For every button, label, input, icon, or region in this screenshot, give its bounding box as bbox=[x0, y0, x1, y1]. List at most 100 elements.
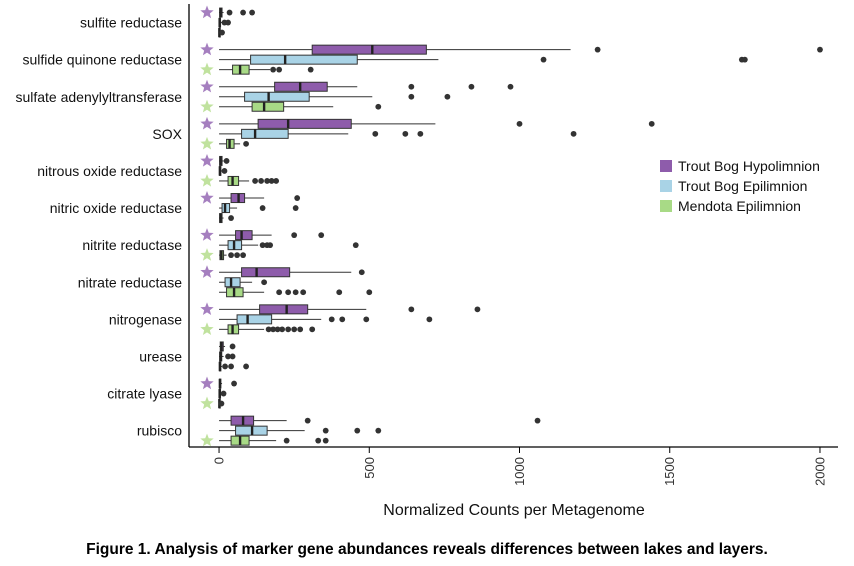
category-label: nitric oxide reductase bbox=[50, 200, 183, 216]
star-icon bbox=[200, 99, 214, 113]
outlier-point bbox=[259, 242, 266, 249]
outlier-point bbox=[240, 252, 246, 259]
outlier-point bbox=[228, 252, 234, 259]
box-2 bbox=[218, 398, 225, 409]
outlier-point bbox=[408, 306, 415, 313]
outlier-point bbox=[292, 205, 299, 211]
box-iqr bbox=[241, 267, 291, 278]
outlier-point bbox=[219, 29, 225, 36]
box-1 bbox=[219, 203, 299, 214]
star-icon bbox=[200, 248, 214, 261]
box-iqr bbox=[224, 277, 241, 288]
outlier-point bbox=[375, 427, 382, 434]
category-label: nitrite reductase bbox=[82, 237, 182, 253]
box-0 bbox=[219, 304, 481, 315]
legend-swatch bbox=[660, 160, 672, 172]
star-icon bbox=[200, 322, 214, 336]
star-icon bbox=[200, 116, 214, 130]
outlier-point bbox=[265, 326, 272, 333]
legend-entry: Trout Bog Epilimnion bbox=[678, 178, 807, 194]
outlier-point bbox=[220, 390, 227, 397]
outlier-point bbox=[231, 380, 237, 387]
outlier-point bbox=[297, 326, 304, 333]
box-1 bbox=[218, 17, 231, 28]
outlier-point bbox=[274, 326, 281, 333]
box-iqr bbox=[244, 91, 310, 102]
x-tick-label: 500 bbox=[362, 457, 377, 479]
outlier-point bbox=[218, 400, 225, 407]
box-1 bbox=[219, 128, 577, 139]
box-0 bbox=[219, 155, 230, 166]
outlier-point bbox=[417, 130, 424, 137]
box-1 bbox=[218, 388, 227, 399]
outlier-point bbox=[225, 19, 231, 26]
outlier-point bbox=[304, 417, 311, 424]
box-1 bbox=[219, 91, 451, 102]
outlier-point bbox=[570, 130, 577, 137]
star-icon bbox=[200, 191, 214, 204]
box-2 bbox=[219, 287, 373, 298]
outlier-point bbox=[285, 326, 292, 333]
outlier-point bbox=[474, 306, 481, 313]
box-1 bbox=[219, 314, 433, 325]
box-iqr bbox=[251, 101, 285, 112]
outlier-point bbox=[817, 46, 823, 53]
outlier-point bbox=[252, 178, 259, 184]
box-0 bbox=[219, 415, 541, 426]
box-1 bbox=[219, 425, 382, 436]
category-label: nitrate reductase bbox=[78, 274, 182, 290]
star-icon bbox=[200, 153, 214, 167]
outlier-point bbox=[234, 252, 240, 259]
x-tick-label: 1000 bbox=[512, 457, 527, 486]
legend-entry: Trout Bog Hypolimnion bbox=[678, 158, 820, 174]
box-iqr bbox=[250, 54, 358, 65]
legend-swatch bbox=[660, 200, 672, 212]
box-2 bbox=[218, 361, 249, 372]
box-1 bbox=[219, 54, 748, 65]
outlier-point bbox=[594, 46, 601, 53]
star-icon bbox=[200, 79, 214, 93]
outlier-point bbox=[291, 326, 298, 333]
outlier-point bbox=[534, 417, 541, 424]
box-2 bbox=[218, 27, 225, 38]
box-1 bbox=[219, 277, 268, 288]
outlier-point bbox=[240, 9, 246, 16]
category-label: rubisco bbox=[137, 423, 182, 439]
outlier-point bbox=[516, 120, 523, 127]
box-0 bbox=[219, 193, 301, 204]
outlier-point bbox=[249, 9, 255, 16]
outlier-point bbox=[268, 178, 275, 184]
outlier-point bbox=[225, 353, 231, 360]
figure-caption: Figure 1. Analysis of marker gene abunda… bbox=[86, 541, 768, 558]
box-iqr bbox=[257, 118, 352, 129]
outlier-point bbox=[222, 363, 228, 370]
outlier-point bbox=[444, 93, 451, 100]
box-0 bbox=[219, 81, 514, 92]
category-label: sulfate adenylyltransferase bbox=[15, 89, 182, 105]
box-2 bbox=[219, 435, 329, 446]
star-icon bbox=[200, 5, 214, 19]
outlier-point bbox=[375, 103, 382, 110]
outlier-point bbox=[352, 242, 359, 249]
outlier-point bbox=[318, 232, 325, 239]
outlier-point bbox=[243, 363, 249, 370]
legend-swatch bbox=[660, 180, 672, 192]
x-tick-label: 1500 bbox=[662, 457, 677, 486]
outlier-point bbox=[294, 195, 301, 201]
star-icon bbox=[200, 376, 214, 390]
star-icon bbox=[200, 173, 214, 187]
box-1 bbox=[219, 351, 236, 362]
box-iqr bbox=[311, 44, 427, 55]
box-0 bbox=[219, 230, 325, 241]
outlier-point bbox=[363, 316, 370, 323]
outlier-point bbox=[307, 66, 314, 73]
outlier-point bbox=[226, 9, 233, 16]
axes bbox=[188, 4, 838, 448]
outlier-point bbox=[322, 427, 329, 434]
outlier-point bbox=[540, 56, 547, 63]
category-label: nitrous oxide reductase bbox=[37, 163, 182, 179]
outlier-point bbox=[285, 289, 292, 296]
outlier-point bbox=[408, 93, 415, 100]
box-0 bbox=[219, 341, 236, 352]
